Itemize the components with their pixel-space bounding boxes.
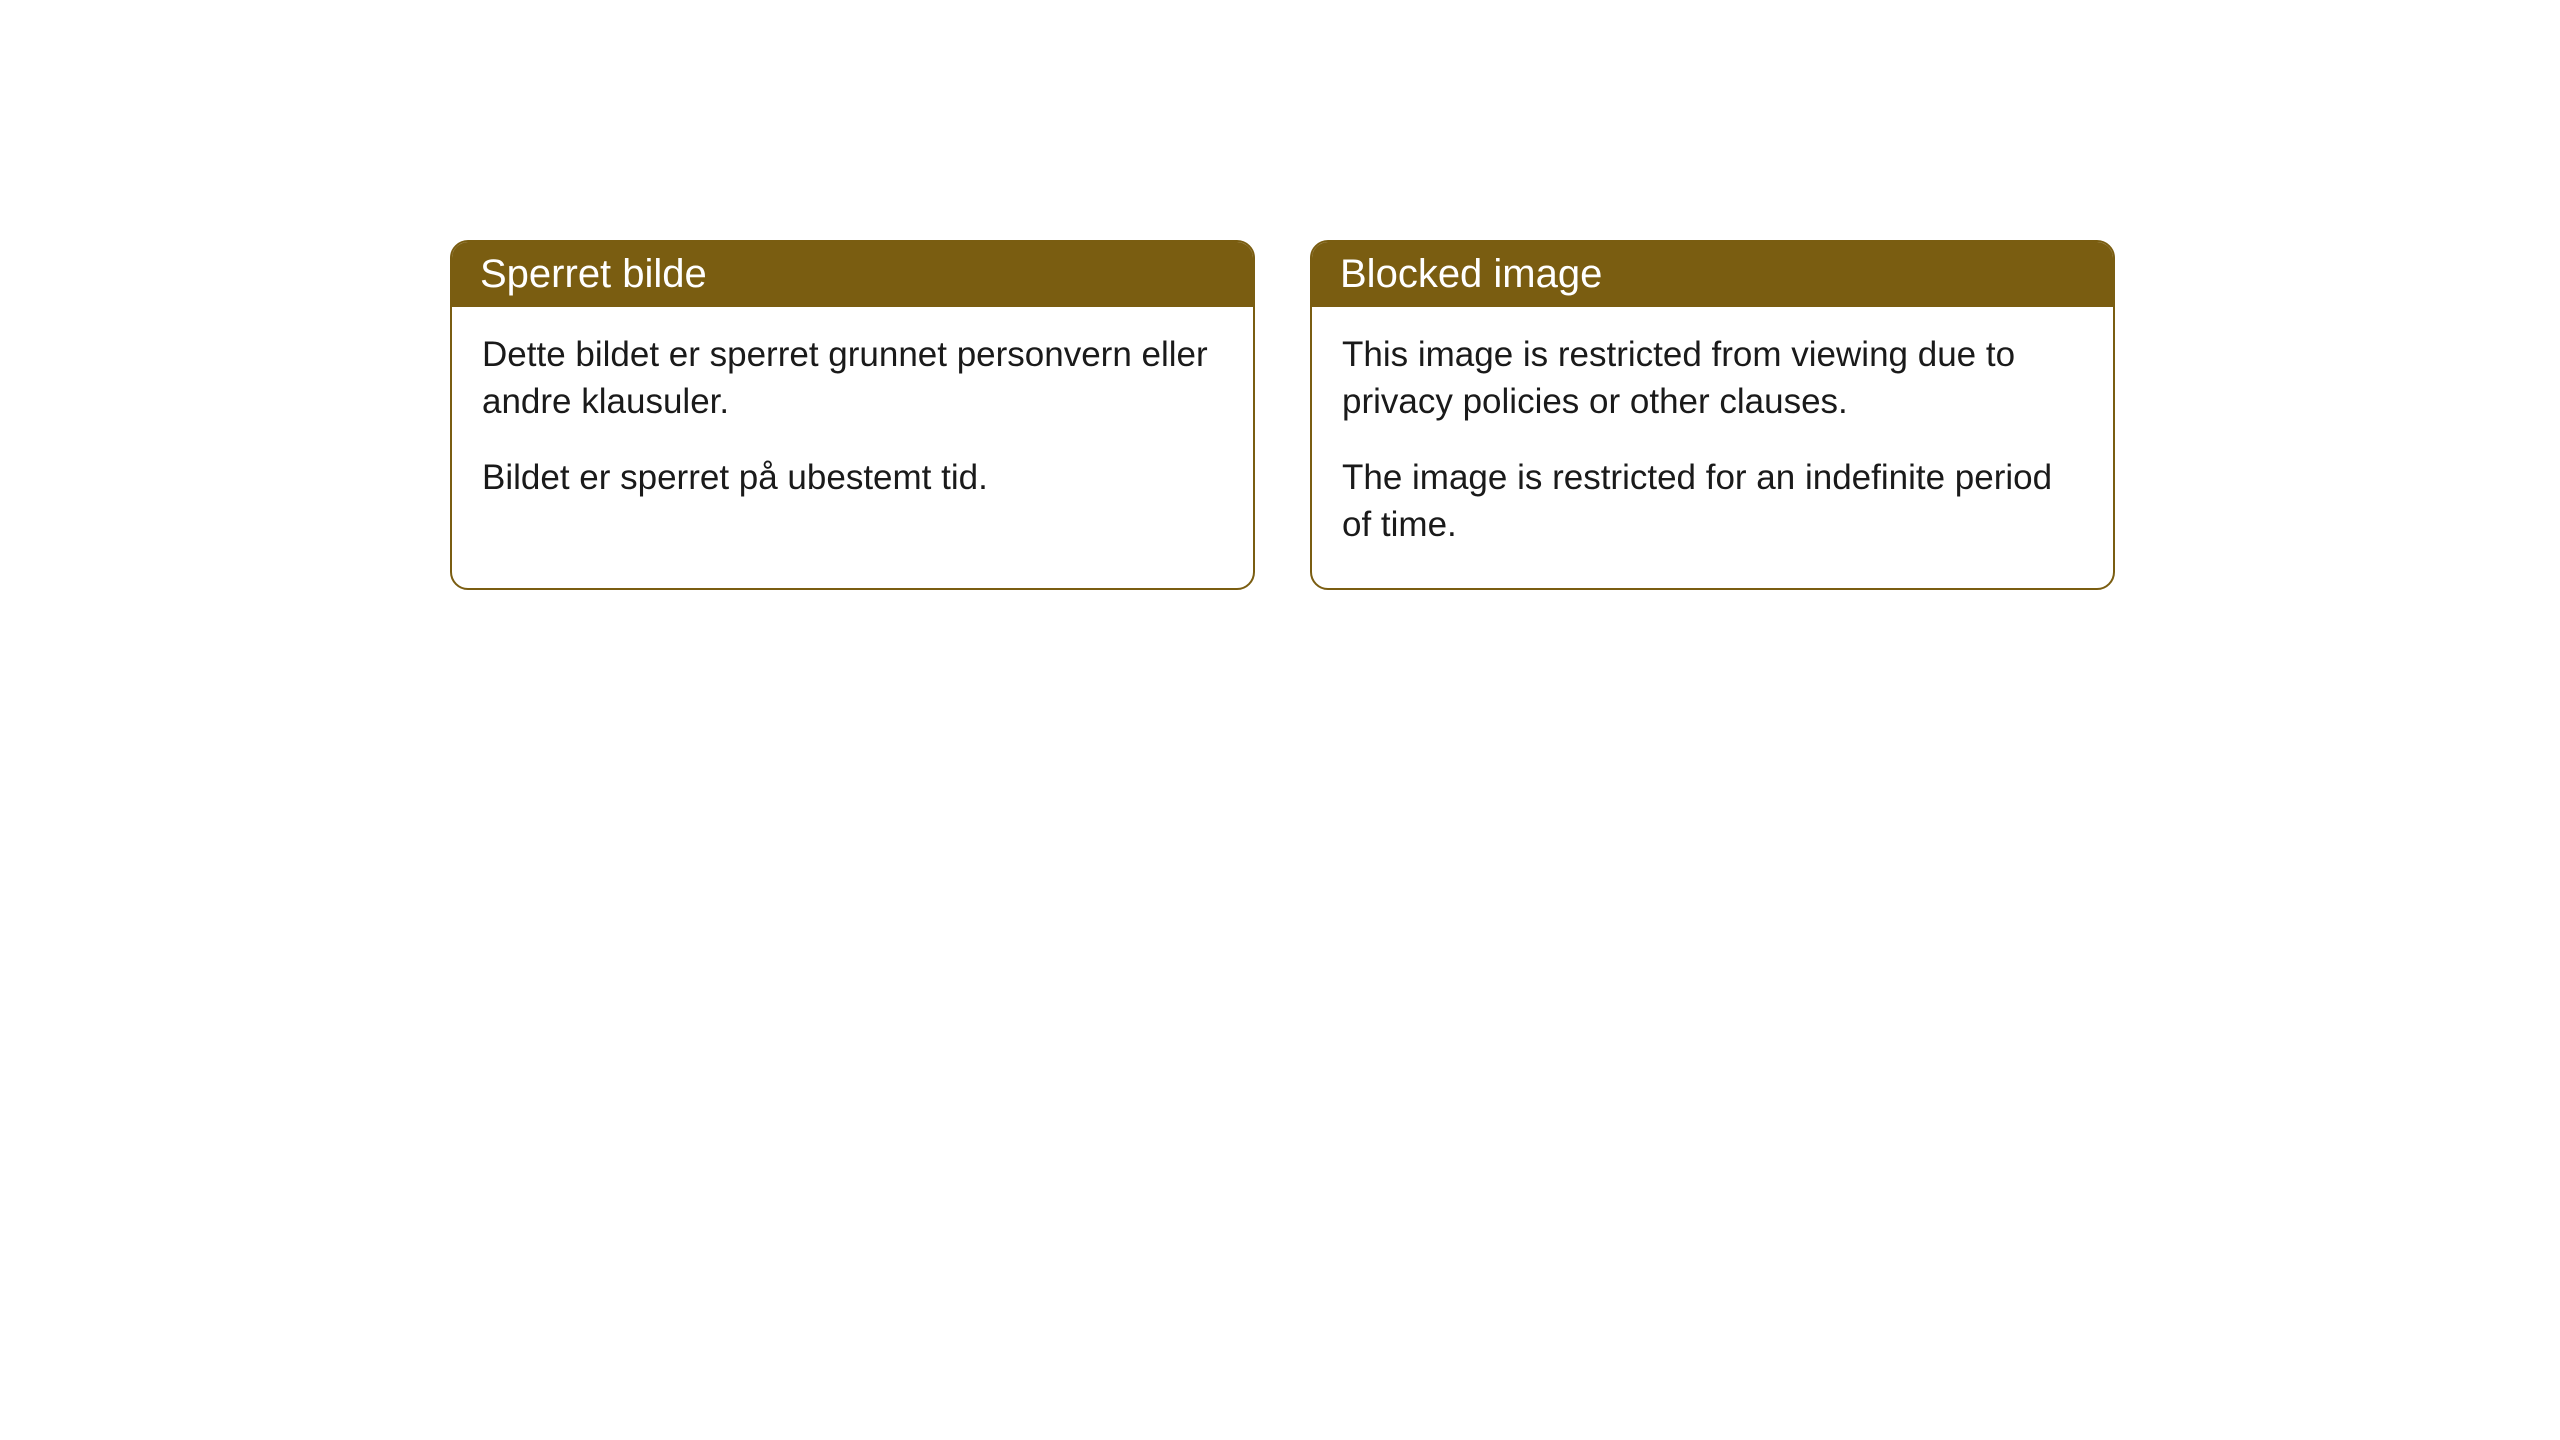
blocked-image-card-no: Sperret bilde Dette bildet er sperret gr… [450, 240, 1255, 590]
card-body-en: This image is restricted from viewing du… [1312, 307, 2113, 588]
card-header-en: Blocked image [1312, 242, 2113, 307]
blocked-image-card-en: Blocked image This image is restricted f… [1310, 240, 2115, 590]
notice-container: Sperret bilde Dette bildet er sperret gr… [450, 240, 2115, 590]
card-header-no: Sperret bilde [452, 242, 1253, 307]
card-paragraph: Bildet er sperret på ubestemt tid. [482, 454, 1223, 501]
card-body-no: Dette bildet er sperret grunnet personve… [452, 307, 1253, 541]
card-paragraph: The image is restricted for an indefinit… [1342, 454, 2083, 549]
card-paragraph: Dette bildet er sperret grunnet personve… [482, 331, 1223, 426]
card-paragraph: This image is restricted from viewing du… [1342, 331, 2083, 426]
